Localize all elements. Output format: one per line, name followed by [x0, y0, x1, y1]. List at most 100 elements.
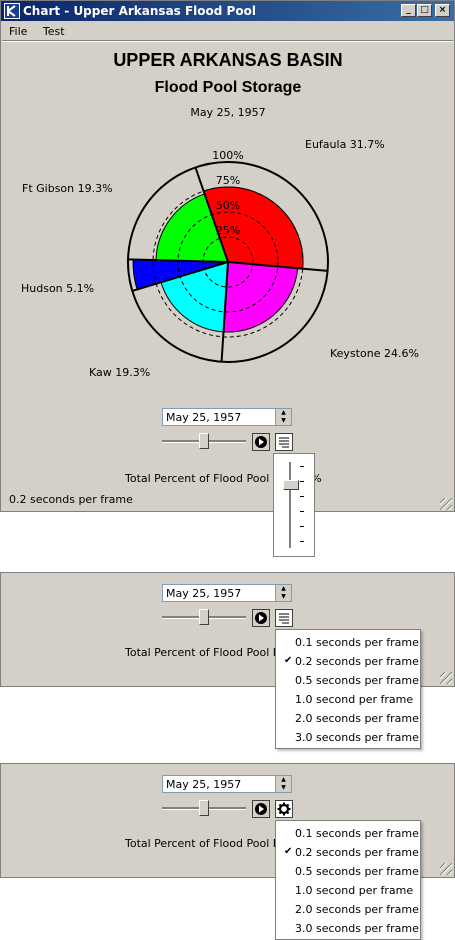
play-button-3[interactable]: [252, 800, 270, 818]
speed-menu-label: 0.5 seconds per frame: [295, 865, 419, 878]
check-icon: ✔: [284, 846, 293, 857]
pie-slice: [160, 261, 229, 333]
speed-menu-item[interactable]: 0.1 seconds per frame: [276, 824, 420, 843]
status-text: 0.2 seconds per frame: [9, 493, 133, 506]
slice-label: Ft Gibson 19.3%: [22, 182, 113, 195]
speed-button-2[interactable]: [275, 609, 293, 627]
resize-grip[interactable]: [440, 498, 452, 510]
speed-slider-popup[interactable]: [273, 453, 315, 557]
slice-divider: [227, 261, 328, 272]
speed-menu-item[interactable]: 1.0 second per frame: [276, 881, 420, 900]
play-icon: [255, 612, 267, 624]
menu-divider: [2, 40, 453, 42]
slice-label: Keystone 24.6%: [330, 347, 419, 360]
date-spinner-3[interactable]: May 25, 1957 ▲ ▼: [162, 775, 292, 793]
ring-label: 50%: [216, 199, 240, 212]
ring-label: 100%: [212, 149, 243, 162]
speed-menu-label: 0.1 seconds per frame: [295, 636, 419, 649]
speed-menu-item[interactable]: 3.0 seconds per frame: [276, 728, 420, 747]
app-icon: [4, 3, 20, 19]
speed-menu-item[interactable]: 0.5 seconds per frame: [276, 671, 420, 690]
play-icon: [255, 436, 267, 448]
date-spin-arrows-3[interactable]: ▲ ▼: [275, 776, 291, 792]
slider-tick: [300, 511, 304, 512]
slice-label: Hudson 5.1%: [21, 282, 94, 295]
menu-file[interactable]: File: [9, 25, 28, 38]
slider-tick: [300, 481, 304, 482]
menu-bar: File Test: [9, 25, 77, 38]
speed-menu-label: 3.0 seconds per frame: [295, 922, 419, 935]
speed-menu-label: 0.2 seconds per frame: [295, 655, 419, 668]
menu-test[interactable]: Test: [42, 25, 65, 38]
date-spin-arrows-2[interactable]: ▲ ▼: [275, 585, 291, 601]
date-input[interactable]: May 25, 1957: [166, 411, 242, 424]
slice-divider: [128, 258, 229, 263]
time-slider-2[interactable]: [162, 609, 246, 625]
chart-date: May 25, 1957: [190, 106, 265, 119]
speed-menu-label: 2.0 seconds per frame: [295, 903, 419, 916]
maximize-button[interactable]: □: [417, 4, 432, 17]
slider-thumb[interactable]: [199, 433, 209, 449]
slice-label: Kaw 19.3%: [89, 366, 150, 379]
speed-menu-item[interactable]: ✔ 0.2 seconds per frame: [276, 843, 420, 862]
speed-list-icon: [279, 613, 289, 624]
pct-ring: [127, 161, 329, 363]
speed-list-icon: [279, 437, 289, 448]
speed-menu-item[interactable]: ✔ 0.2 seconds per frame: [276, 652, 420, 671]
gear-icon: [277, 802, 291, 816]
total-percent-label-3: Total Percent of Flood Pool Filled: [125, 837, 275, 850]
speed-menu[interactable]: 0.1 seconds per frame ✔ 0.2 seconds per fr…: [275, 629, 421, 749]
speed-menu-label: 2.0 seconds per frame: [295, 712, 419, 725]
slider-tick: [300, 496, 304, 497]
slider-tick: [300, 466, 304, 467]
play-icon: [255, 803, 267, 815]
chart-title: UPPER ARKANSAS BASIN: [113, 50, 342, 70]
speed-menu-label: 3.0 seconds per frame: [295, 731, 419, 744]
date-input-3[interactable]: May 25, 1957: [166, 778, 242, 791]
speed-menu-item[interactable]: 1.0 second per frame: [276, 690, 420, 709]
speed-menu-2[interactable]: 0.1 seconds per frame ✔ 0.2 seconds per fr…: [275, 820, 421, 940]
slider-thumb-2[interactable]: [199, 609, 209, 625]
speed-menu-label: 1.0 second per frame: [295, 693, 414, 706]
pct-ring: [202, 236, 254, 288]
total-percent-label-2: Total Percent of Flood Pool Filled: [125, 646, 275, 659]
chart-subtitle: Flood Pool Storage: [155, 79, 302, 96]
pct-ring: [152, 186, 304, 338]
date-spinner-2[interactable]: May 25, 1957 ▲ ▼: [162, 584, 292, 602]
play-button-2[interactable]: [252, 609, 270, 627]
speed-menu-item[interactable]: 0.5 seconds per frame: [276, 862, 420, 881]
popup-slider-track: [289, 462, 291, 548]
slider-tick: [300, 526, 304, 527]
speed-menu-label: 0.1 seconds per frame: [295, 827, 419, 840]
speed-menu-label: 1.0 second per frame: [295, 884, 414, 897]
speed-menu-label: 0.5 seconds per frame: [295, 674, 419, 687]
minimize-button[interactable]: _: [401, 4, 416, 17]
close-button[interactable]: ×: [435, 4, 450, 17]
title-bar[interactable]: Chart - Upper Arkansas Flood Pool _ □ ×: [1, 1, 454, 21]
time-slider-3[interactable]: [162, 800, 246, 816]
speed-menu-item[interactable]: 2.0 seconds per frame: [276, 900, 420, 919]
speed-button[interactable]: [275, 433, 293, 451]
resize-grip-3[interactable]: [440, 863, 452, 875]
time-slider[interactable]: [162, 433, 246, 449]
pie-slice: [222, 261, 299, 333]
speed-menu-item[interactable]: 3.0 seconds per frame: [276, 919, 420, 938]
ring-label: 75%: [216, 174, 240, 187]
pct-ring: [177, 211, 279, 313]
slice-label: Eufaula 31.7%: [305, 138, 385, 151]
play-button[interactable]: [252, 433, 270, 451]
pie-chart: UPPER ARKANSAS BASIN Flood Pool Storage …: [21, 50, 419, 379]
resize-grip-2[interactable]: [440, 672, 452, 684]
slider-thumb-3[interactable]: [199, 800, 209, 816]
date-input-2[interactable]: May 25, 1957: [166, 587, 242, 600]
slice-divider: [220, 261, 229, 362]
slider-tick: [300, 541, 304, 542]
window-title: Chart - Upper Arkansas Flood Pool: [23, 4, 256, 18]
speed-menu-item[interactable]: 0.1 seconds per frame: [276, 633, 420, 652]
popup-slider-thumb[interactable]: [283, 480, 299, 490]
speed-menu-item[interactable]: 2.0 seconds per frame: [276, 709, 420, 728]
speed-menu-label: 0.2 seconds per frame: [295, 846, 419, 859]
date-spinner[interactable]: May 25, 1957 ▲ ▼: [162, 408, 292, 426]
date-spin-arrows[interactable]: ▲ ▼: [275, 409, 291, 425]
settings-button[interactable]: [275, 800, 293, 818]
